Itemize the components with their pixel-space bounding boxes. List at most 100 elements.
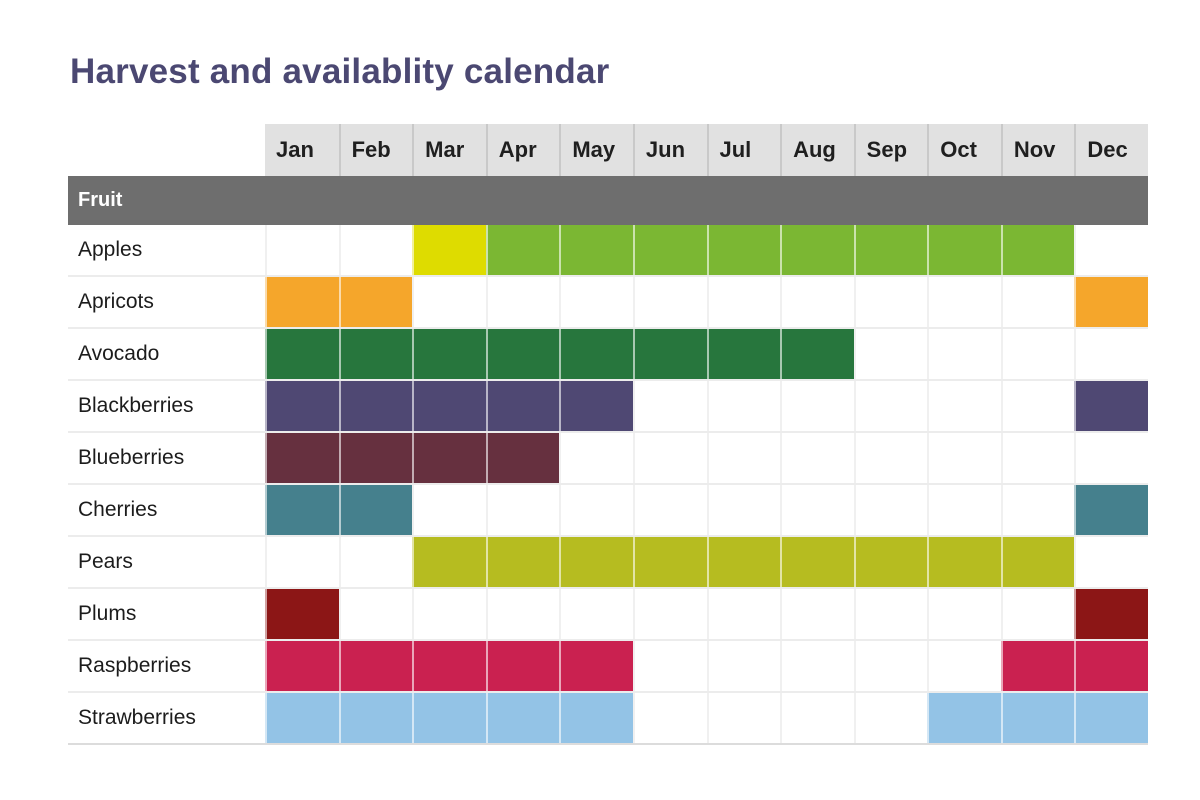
availability-cell-jun [632, 537, 707, 587]
availability-cell-oct [927, 277, 1001, 327]
fruit-row-raspberries: Raspberries [68, 641, 1148, 693]
availability-cell-may [559, 589, 633, 639]
fruit-section-header: Fruit [68, 176, 1148, 225]
availability-cell-oct [927, 693, 1001, 743]
availability-cell-mar [412, 693, 486, 743]
fruit-label: Blackberries [68, 381, 265, 431]
availability-cell-aug [780, 433, 854, 483]
month-header-dec: Dec [1074, 124, 1148, 176]
availability-cell-jan [265, 589, 339, 639]
availability-cell-jan [265, 485, 339, 535]
availability-cell-jul [706, 537, 781, 587]
availability-cell-mar [412, 641, 486, 691]
availability-cell-jul [706, 589, 781, 639]
availability-cell-jan [265, 381, 339, 431]
availability-cell-feb [338, 433, 413, 483]
availability-cell-jun [632, 329, 707, 379]
availability-cell-may [559, 277, 633, 327]
availability-cell-oct [927, 225, 1001, 275]
availability-cell-jan [265, 693, 339, 743]
availability-cell-mar [412, 433, 486, 483]
availability-cell-dec [1074, 589, 1148, 639]
availability-cell-aug [780, 589, 854, 639]
month-header-apr: Apr [485, 124, 560, 176]
availability-cell-sep [853, 225, 928, 275]
fruit-section-header-label: Fruit [78, 189, 123, 211]
month-header-may: May [559, 124, 633, 176]
month-header-sep: Sep [853, 124, 928, 176]
availability-cell-aug [780, 641, 854, 691]
fruit-label: Strawberries [68, 693, 265, 743]
fruit-label: Blueberries [68, 433, 265, 483]
availability-cell-apr [485, 537, 560, 587]
availability-cell-jul [706, 485, 781, 535]
availability-cell-mar [412, 381, 486, 431]
availability-cell-dec [1074, 693, 1148, 743]
availability-cell-may [559, 225, 633, 275]
availability-cell-mar [412, 277, 486, 327]
fruit-label: Apricots [68, 277, 265, 327]
fruit-row-pears: Pears [68, 537, 1148, 589]
availability-cell-nov [1000, 433, 1075, 483]
availability-cell-sep [853, 641, 928, 691]
month-header-mar: Mar [412, 124, 486, 176]
availability-cell-sep [853, 485, 928, 535]
availability-cell-feb [338, 329, 413, 379]
availability-cell-oct [927, 537, 1001, 587]
availability-cell-nov [1000, 641, 1075, 691]
availability-cell-sep [853, 693, 928, 743]
availability-cell-apr [485, 329, 560, 379]
availability-cell-jun [632, 433, 707, 483]
availability-cell-mar [412, 485, 486, 535]
availability-cell-apr [485, 433, 560, 483]
month-header-oct: Oct [927, 124, 1001, 176]
availability-cell-may [559, 693, 633, 743]
availability-cell-aug [780, 225, 854, 275]
month-header-nov: Nov [1000, 124, 1075, 176]
availability-cell-feb [338, 485, 413, 535]
availability-cell-oct [927, 641, 1001, 691]
availability-cell-dec [1074, 433, 1148, 483]
availability-cell-jul [706, 381, 781, 431]
availability-cell-sep [853, 329, 928, 379]
availability-cell-aug [780, 537, 854, 587]
fruit-row-plums: Plums [68, 589, 1148, 641]
availability-cell-feb [338, 225, 413, 275]
month-header-spacer [68, 124, 265, 176]
month-header-aug: Aug [780, 124, 854, 176]
availability-cell-may [559, 641, 633, 691]
availability-cell-oct [927, 433, 1001, 483]
availability-cell-feb [338, 537, 413, 587]
availability-cell-may [559, 381, 633, 431]
month-header-jul: Jul [706, 124, 781, 176]
availability-cell-aug [780, 485, 854, 535]
availability-cell-aug [780, 277, 854, 327]
availability-cell-apr [485, 485, 560, 535]
availability-cell-jan [265, 277, 339, 327]
availability-cell-nov [1000, 537, 1075, 587]
availability-cell-may [559, 433, 633, 483]
availability-cell-jan [265, 329, 339, 379]
fruit-label: Pears [68, 537, 265, 587]
availability-cell-nov [1000, 381, 1075, 431]
availability-cell-feb [338, 277, 413, 327]
fruit-label: Raspberries [68, 641, 265, 691]
availability-cell-jan [265, 225, 339, 275]
fruit-row-blueberries: Blueberries [68, 433, 1148, 485]
availability-cell-apr [485, 589, 560, 639]
fruit-label: Avocado [68, 329, 265, 379]
availability-cell-apr [485, 381, 560, 431]
availability-cell-nov [1000, 329, 1075, 379]
availability-cell-mar [412, 329, 486, 379]
availability-cell-apr [485, 693, 560, 743]
month-header-row: Jan Feb Mar Apr May Jun Jul Aug Sep Oct Nov Dec [68, 124, 1148, 176]
availability-cell-aug [780, 381, 854, 431]
availability-cell-dec [1074, 537, 1148, 587]
fruit-label: Cherries [68, 485, 265, 535]
availability-cell-mar [412, 537, 486, 587]
availability-cell-oct [927, 329, 1001, 379]
availability-cell-oct [927, 485, 1001, 535]
availability-cell-jan [265, 433, 339, 483]
availability-cell-nov [1000, 589, 1075, 639]
availability-cell-dec [1074, 277, 1148, 327]
